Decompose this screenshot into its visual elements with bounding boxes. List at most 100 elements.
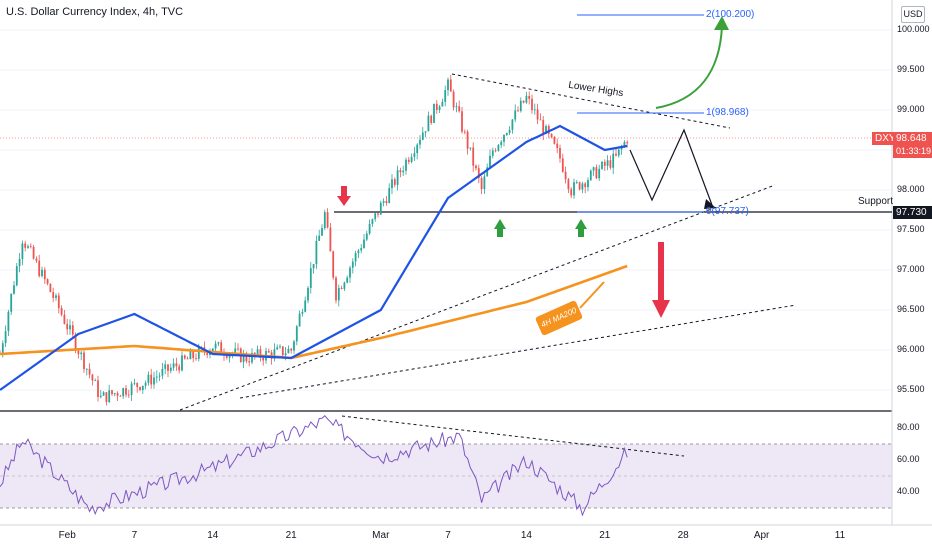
candle-body <box>169 367 172 371</box>
candle-body <box>517 110 519 112</box>
time-tick: 14 <box>520 530 532 541</box>
candle-body <box>533 109 536 111</box>
candle-body <box>556 143 559 149</box>
candle-body <box>346 277 349 283</box>
candle-body <box>427 115 430 132</box>
candle-body <box>472 147 475 166</box>
candle-body <box>357 250 360 254</box>
candle-body <box>74 334 77 351</box>
candle-body <box>295 326 298 342</box>
candle-body <box>578 182 581 190</box>
candle-body <box>391 179 393 189</box>
price-tick: 97.000 <box>897 264 925 274</box>
candle-body <box>525 96 528 103</box>
candle-body <box>38 260 41 277</box>
candle-body <box>97 380 99 397</box>
candle-body <box>211 348 214 352</box>
candle-body <box>343 282 346 289</box>
candle-body <box>489 155 491 168</box>
candle-body <box>139 387 141 391</box>
green-arrow-up-1 <box>494 219 506 237</box>
candle-body <box>85 368 88 370</box>
candle-body <box>60 308 63 315</box>
candle-body <box>365 233 368 240</box>
time-tick: 28 <box>677 530 689 541</box>
rsi-tick: 60.00 <box>897 454 920 464</box>
candle-body <box>326 212 329 228</box>
candle-body <box>531 98 533 111</box>
candle-body <box>256 349 259 356</box>
candle-body <box>617 149 620 156</box>
candle-body <box>335 277 337 301</box>
lower-highs-trendline <box>451 73 731 129</box>
candle-body <box>242 353 245 362</box>
candle-body <box>522 100 525 103</box>
candle-body <box>491 150 494 156</box>
candle-body <box>307 287 309 301</box>
candle-body <box>452 91 455 108</box>
candle-body <box>153 377 155 385</box>
candle-body <box>424 131 427 133</box>
candle-body <box>458 106 461 112</box>
red-arrow-down-1 <box>337 186 351 206</box>
candle-body <box>505 132 508 135</box>
ma50-line <box>0 124 628 391</box>
ma200-pointer <box>579 281 605 309</box>
green-arrow-up-2 <box>575 219 587 237</box>
candle-body <box>547 126 550 134</box>
projection-arrowhead <box>704 199 716 209</box>
candle-body <box>69 325 71 330</box>
candle-body <box>7 311 10 332</box>
candle-body <box>125 388 127 395</box>
countdown-tag: 01:33:19 <box>893 145 932 158</box>
last-price-tag: 98.648 <box>893 132 932 145</box>
candle-body <box>88 368 91 375</box>
candle-body <box>181 355 183 371</box>
candle-body <box>119 395 122 397</box>
candle-body <box>284 353 287 356</box>
candle-body <box>441 101 444 107</box>
candle-body <box>237 348 239 350</box>
candle-body <box>220 342 223 353</box>
candle-body <box>620 146 623 150</box>
candle-body <box>486 167 489 177</box>
candle-body <box>581 183 584 190</box>
candle-body <box>421 132 424 140</box>
candle-body <box>312 264 315 269</box>
candle-body <box>444 90 447 102</box>
candle-body <box>251 352 253 363</box>
currency-selector[interactable]: USD <box>901 6 925 23</box>
candle-body <box>539 119 542 121</box>
candle-body <box>570 189 573 196</box>
candle-body <box>281 346 284 356</box>
candle-body <box>279 346 281 348</box>
candle-body <box>393 179 396 185</box>
candle-body <box>55 295 57 298</box>
candle-body <box>360 248 363 251</box>
candle-body <box>234 348 237 354</box>
candle-body <box>309 268 312 288</box>
candle-body <box>511 119 514 130</box>
candle-body <box>396 170 399 185</box>
candle-body <box>592 167 595 171</box>
candle-body <box>108 390 111 403</box>
candle-body <box>298 313 301 327</box>
candle-body <box>598 168 601 179</box>
chart-title: U.S. Dollar Currency Index, 4h, TVC <box>6 6 184 18</box>
candle-body <box>133 382 136 384</box>
candle-body <box>27 246 29 248</box>
candle-body <box>461 111 463 132</box>
price-tick: 97.500 <box>897 224 925 234</box>
candle-body <box>111 390 113 395</box>
candle-body <box>228 354 231 358</box>
candle-body <box>500 141 503 146</box>
candle-body <box>206 351 209 355</box>
candle-body <box>584 183 587 188</box>
candle-body <box>35 258 38 261</box>
candle-body <box>435 103 438 110</box>
candle-body <box>167 364 169 371</box>
price-tick: 96.500 <box>897 304 925 314</box>
candle-body <box>136 382 139 388</box>
candle-body <box>13 285 15 294</box>
support-label: Support <box>858 196 894 207</box>
